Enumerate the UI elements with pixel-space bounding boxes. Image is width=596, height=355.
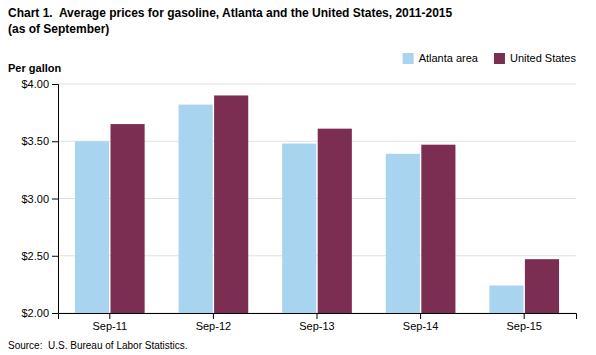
- x-tick: Sep-14: [403, 313, 438, 332]
- bar: [111, 124, 145, 313]
- legend-swatch: [494, 53, 505, 64]
- bar: [282, 144, 316, 313]
- bar: [75, 141, 109, 313]
- y-axis-title: Per gallon: [8, 62, 61, 74]
- source: Source: U.S. Bureau of Labor Statistics.: [8, 340, 188, 351]
- legend-item: United States: [494, 52, 577, 64]
- y-tick: $2.50: [21, 250, 58, 262]
- y-axis: $2.00 $2.50 $3.00 $3.50 $4.00: [21, 78, 58, 319]
- x-axis-line: [59, 314, 577, 320]
- bar: [525, 259, 559, 313]
- title: Chart 1. Average prices for gasoline, At…: [8, 6, 452, 20]
- x-tick-mark: [213, 313, 214, 319]
- subtitle: (as of September): [8, 22, 109, 36]
- y-axis-line: [52, 85, 59, 314]
- y-tick-label: $3.00: [21, 193, 49, 205]
- bar: [179, 105, 213, 313]
- y-tick: $2.00: [21, 307, 58, 319]
- x-tick-mark: [420, 313, 421, 319]
- x-tick: Sep-15: [506, 313, 541, 332]
- bar-series: [75, 105, 524, 313]
- legend-label: Atlanta area: [419, 52, 479, 64]
- y-tick-mark: [52, 84, 58, 85]
- x-tick-label: Sep-13: [299, 320, 334, 332]
- bar: [386, 154, 420, 313]
- legend-swatch: [403, 53, 414, 64]
- bar: [421, 145, 455, 313]
- y-tick: $4.00: [21, 78, 58, 90]
- x-tick-mark: [109, 313, 110, 319]
- y-tick-label: $3.50: [21, 135, 49, 147]
- x-tick: Sep-13: [299, 313, 334, 332]
- bars: [75, 95, 559, 313]
- chart: Chart 1. Average prices for gasoline, At…: [0, 0, 596, 355]
- legend-item: Atlanta area: [403, 52, 479, 64]
- bar: [214, 95, 248, 313]
- x-tick-mark: [317, 313, 318, 319]
- x-tick-label: Sep-11: [92, 320, 127, 332]
- x-tick-mark: [524, 313, 525, 319]
- x-tick: Sep-11: [92, 313, 127, 332]
- x-tick-label: Sep-12: [196, 320, 231, 332]
- y-tick-mark: [52, 141, 58, 142]
- x-axis: Sep-11 Sep-12 Sep-13 Sep-14 Sep-15: [59, 313, 577, 332]
- x-tick-label: Sep-15: [506, 320, 541, 332]
- bar-series: [111, 95, 560, 313]
- bar: [318, 129, 352, 313]
- y-tick-mark: [52, 313, 58, 314]
- y-tick-label: $4.00: [21, 78, 49, 90]
- y-tick-mark: [52, 199, 58, 200]
- grid: [58, 84, 576, 313]
- bar: [489, 286, 523, 313]
- x-tick-label: Sep-14: [403, 320, 438, 332]
- y-tick: $3.00: [21, 193, 58, 205]
- legend-label: United States: [510, 52, 577, 64]
- y-tick-label: $2.00: [21, 307, 49, 319]
- legend: Atlanta area United States: [403, 52, 577, 64]
- grid-line: [58, 84, 576, 85]
- x-tick: Sep-12: [196, 313, 231, 332]
- y-tick-mark: [52, 256, 58, 257]
- y-tick-label: $2.50: [21, 250, 49, 262]
- y-tick: $3.50: [21, 135, 58, 147]
